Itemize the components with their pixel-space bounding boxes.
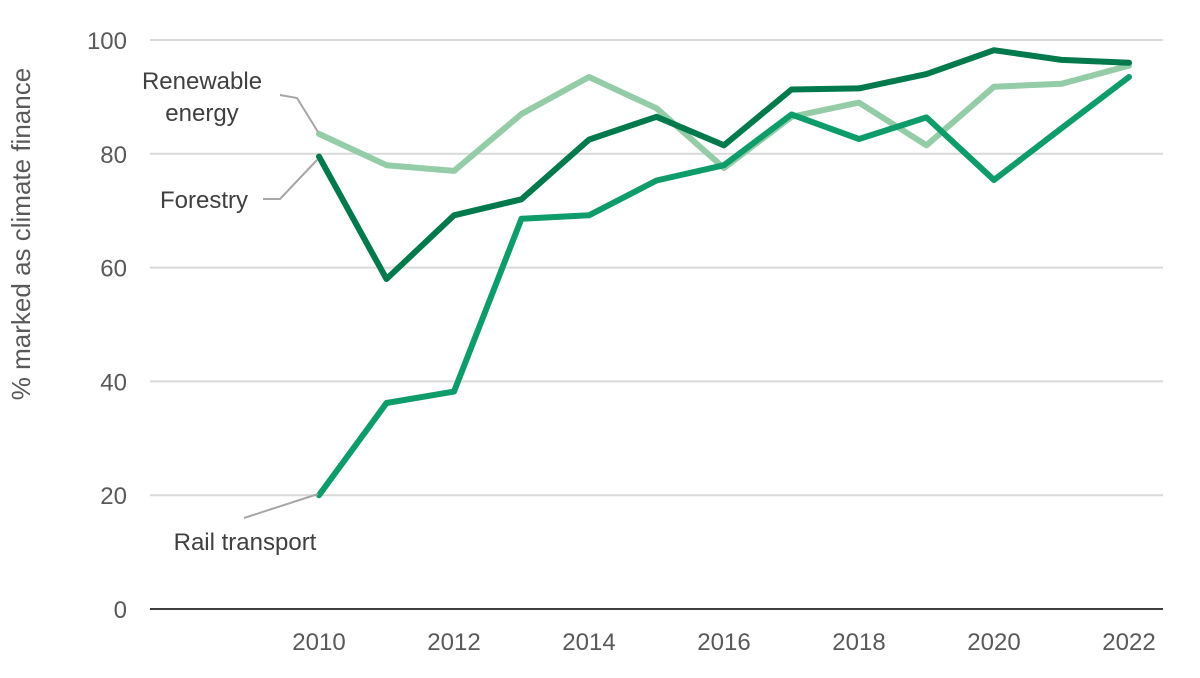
- y-tick-label: 40: [100, 369, 127, 396]
- x-tick-label: 2020: [967, 629, 1020, 656]
- y-tick-label: 0: [114, 597, 127, 624]
- series-lines: [316, 47, 1132, 499]
- y-axis-label: % marked as climate finance: [6, 68, 36, 400]
- y-tick-label: 60: [100, 256, 127, 283]
- leader-line-rail-transport: [243, 493, 319, 519]
- series-label-forestry: Forestry: [160, 187, 248, 214]
- x-tick-label: 2022: [1102, 629, 1155, 656]
- series-line-renewable-energy: [316, 62, 1132, 174]
- leader-line-renewable-energy: [279, 94, 319, 133]
- series-label-renewable-energy: Renewable: [142, 68, 262, 95]
- x-tick-label: 2016: [697, 629, 750, 656]
- x-tick-label: 2010: [292, 629, 345, 656]
- x-tick-label: 2018: [832, 629, 885, 656]
- y-tick-label: 20: [100, 483, 127, 510]
- series-labels: Renewable energy Forestry Rail transport: [142, 68, 319, 556]
- axes: 0 20 40 60 80 100 2010 2012 2014 2016 2018 2020 2022: [87, 28, 1163, 656]
- y-tick-label: 100: [87, 28, 127, 55]
- series-line-rail-transport: [316, 74, 1132, 499]
- series-line-forestry: [316, 47, 1132, 282]
- x-tick-label: 2014: [562, 629, 615, 656]
- leader-line-forestry: [263, 159, 318, 200]
- x-tick-label: 2012: [427, 629, 480, 656]
- y-tick-label: 80: [100, 142, 127, 169]
- series-label-rail-transport: Rail transport: [174, 529, 317, 556]
- series-label-renewable-energy: energy: [165, 100, 238, 127]
